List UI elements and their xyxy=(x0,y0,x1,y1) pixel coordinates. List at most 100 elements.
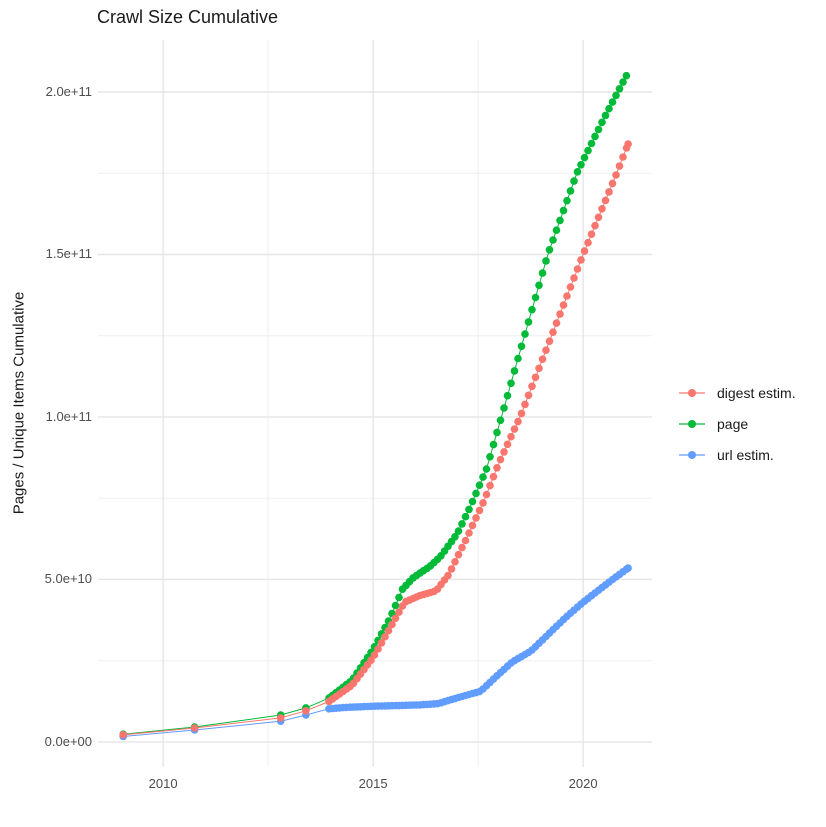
data-point xyxy=(584,238,592,247)
y-tick-label: 2.0e+11 xyxy=(45,83,92,99)
data-point xyxy=(395,593,403,602)
legend-item-label: url estim. xyxy=(717,446,774,463)
y-tick-label: 1.0e+11 xyxy=(45,408,92,424)
data-point xyxy=(608,179,617,188)
data-point xyxy=(566,187,575,195)
data-point xyxy=(605,188,613,196)
data-point xyxy=(549,236,557,244)
data-point xyxy=(535,281,543,290)
chart-title: Crawl Size Cumulative xyxy=(97,7,279,27)
legend-key-icon xyxy=(679,388,705,397)
legend-key-icon xyxy=(679,450,705,459)
data-point xyxy=(465,505,473,514)
data-point xyxy=(510,425,519,433)
data-point xyxy=(461,512,470,521)
data-point xyxy=(622,71,631,80)
data-point xyxy=(503,391,512,400)
data-point xyxy=(587,139,596,148)
data-point xyxy=(500,448,508,456)
data-point xyxy=(503,440,512,449)
data-point xyxy=(531,293,540,302)
data-point xyxy=(482,490,491,499)
minor-gridlines xyxy=(98,40,652,767)
data-point xyxy=(447,565,456,573)
data-point xyxy=(190,724,199,732)
data-point xyxy=(451,533,459,541)
data-point xyxy=(552,319,561,327)
data-point xyxy=(507,432,515,441)
data-point xyxy=(496,416,505,425)
data-point xyxy=(468,521,477,530)
x-tick-label: 2020 xyxy=(568,776,598,791)
data-point xyxy=(535,364,543,373)
data-point xyxy=(615,162,624,170)
data-point xyxy=(612,91,620,100)
data-point xyxy=(528,382,536,391)
data-point xyxy=(601,196,610,205)
data-point xyxy=(559,206,568,215)
series-digest-estim xyxy=(119,140,632,739)
data-point xyxy=(479,499,487,507)
data-point xyxy=(388,620,396,629)
data-point xyxy=(594,125,603,134)
data-point xyxy=(486,453,494,461)
data-point xyxy=(624,564,632,572)
data-point xyxy=(302,707,310,715)
data-point xyxy=(612,171,620,179)
data-point xyxy=(538,269,547,277)
data-point xyxy=(573,168,582,176)
legend-item-label: page xyxy=(717,415,749,432)
data-point xyxy=(563,196,571,205)
legend-item: digest estim. xyxy=(678,377,796,408)
data-point xyxy=(552,226,561,234)
series-page xyxy=(119,71,631,738)
data-point xyxy=(454,527,463,535)
data-point xyxy=(605,104,613,113)
data-point xyxy=(517,342,526,351)
data-point xyxy=(521,330,529,338)
data-point xyxy=(542,346,550,355)
data-point xyxy=(472,514,480,522)
data-point xyxy=(570,274,578,282)
data-point xyxy=(521,400,529,409)
data-series-group xyxy=(119,71,632,741)
data-point xyxy=(472,489,480,498)
data-point xyxy=(563,292,571,300)
data-point xyxy=(395,608,403,616)
data-point xyxy=(465,529,473,537)
data-point xyxy=(514,417,522,426)
data-point xyxy=(594,213,603,222)
data-point xyxy=(542,257,550,265)
data-point xyxy=(370,651,379,659)
series-url-estim xyxy=(119,564,632,741)
y-tick-label: 1.5e+11 xyxy=(45,246,92,262)
legend-item-label: digest estim. xyxy=(717,384,796,401)
data-point xyxy=(276,714,285,722)
data-point xyxy=(514,354,522,363)
data-point xyxy=(374,645,382,653)
legend: digest estim. page url estim. xyxy=(678,377,796,470)
legend-item: page xyxy=(678,408,796,439)
data-point xyxy=(482,465,491,473)
data-point xyxy=(619,78,627,86)
data-point xyxy=(486,481,494,490)
data-point xyxy=(591,132,599,141)
data-point xyxy=(475,481,484,490)
data-point xyxy=(451,558,459,566)
data-point xyxy=(381,633,389,641)
data-point xyxy=(608,98,617,106)
data-point xyxy=(591,221,599,230)
data-point xyxy=(549,328,557,337)
data-point xyxy=(531,373,540,382)
data-point xyxy=(559,301,568,309)
data-point xyxy=(468,497,477,506)
data-point xyxy=(580,153,589,162)
data-point xyxy=(507,379,515,388)
data-point xyxy=(524,318,533,326)
data-point xyxy=(517,409,526,418)
data-point xyxy=(577,256,585,264)
data-point xyxy=(458,543,466,552)
data-point xyxy=(587,230,596,238)
